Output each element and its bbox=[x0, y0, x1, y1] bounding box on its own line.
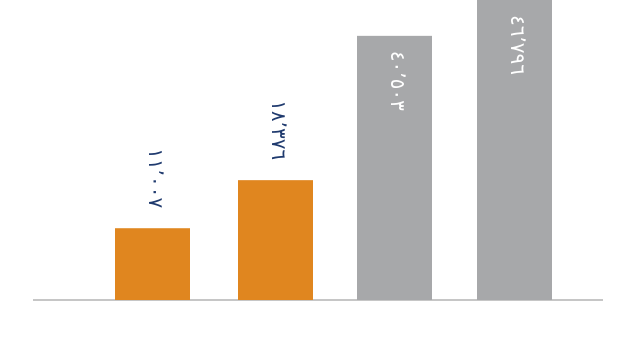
value-label: ١١٬٠٠٧ bbox=[144, 148, 168, 208]
bar bbox=[115, 228, 190, 300]
value-label: ١٨٬٣٧٦ bbox=[267, 100, 291, 160]
value-label: ٤٦٬٧٩٦ bbox=[506, 15, 530, 75]
bar bbox=[477, 0, 552, 301]
bar bbox=[357, 35, 432, 300]
value-label: ٤٠٬٥٠٣ bbox=[386, 51, 410, 111]
bar bbox=[238, 180, 313, 300]
